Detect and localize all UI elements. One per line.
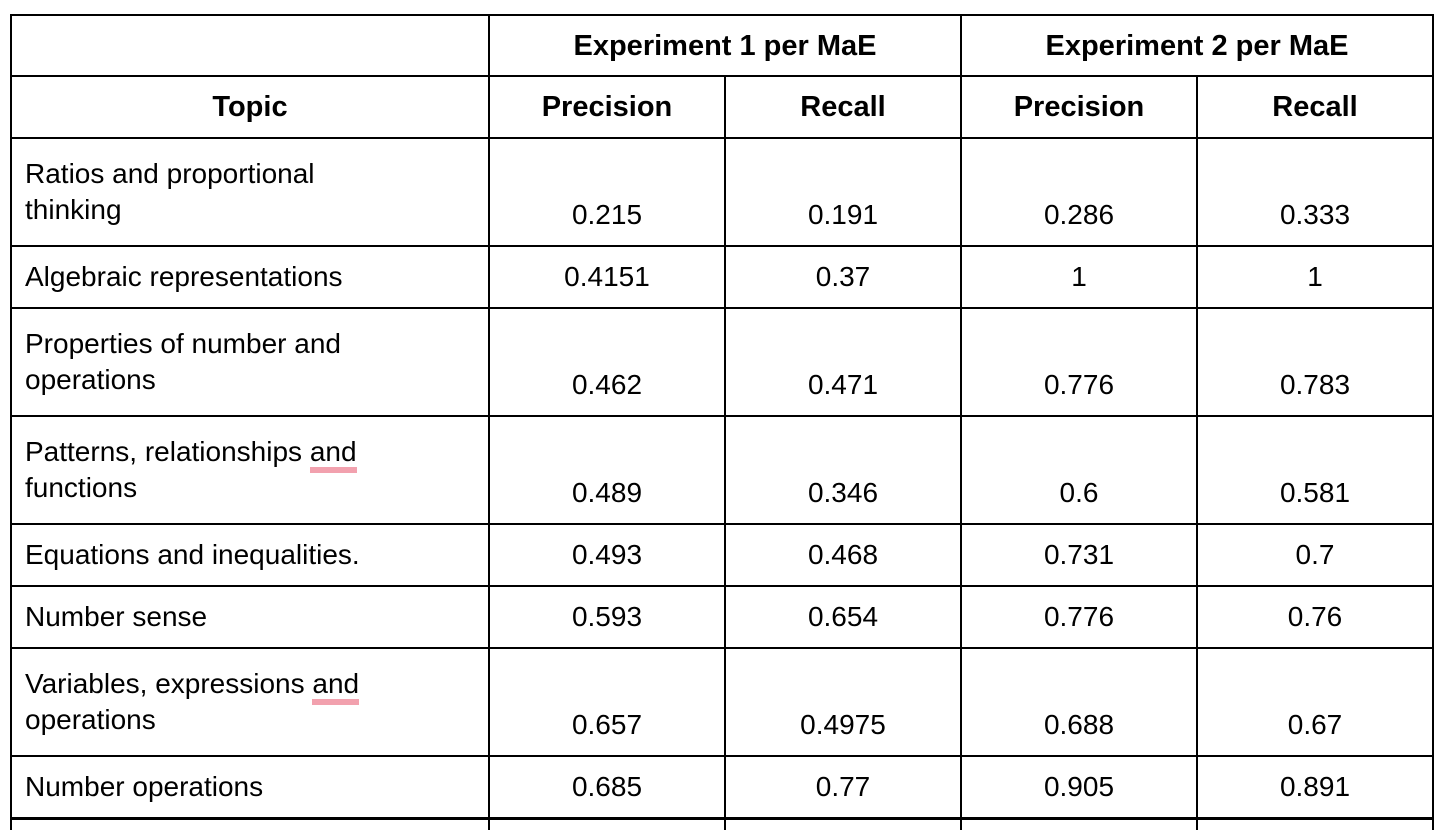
topic-text: Equations and inequalities. [25,539,360,570]
cutoff-cell [1196,816,1434,830]
value-cell: 0.776 [960,585,1198,649]
value-cell: 0.7 [1196,523,1434,587]
exp1-recall-header: Recall [724,75,962,139]
value-cell: 0.462 [488,307,726,417]
value-cell: 0.471 [724,307,962,417]
value-cell: 0.489 [488,415,726,525]
topic-text: operations [25,364,156,395]
value-cell: 0.215 [488,137,726,247]
value-cell: 0.891 [1196,755,1434,819]
value-cell: 1 [960,245,1198,309]
value-cell: 0.688 [960,647,1198,757]
value-cell: 0.493 [488,523,726,587]
value-cell: 0.783 [1196,307,1434,417]
topic-cell: Variables, expressions and operations [10,647,490,757]
value-cell: 0.4975 [724,647,962,757]
cutoff-cell [488,816,726,830]
value-cell: 0.77 [724,755,962,819]
exp1-precision-header: Precision [488,75,726,139]
header-columns-row: Topic Precision Recall Precision Recall [10,75,1434,139]
value-cell: 0.346 [724,415,962,525]
spellcheck-underlined-word: and [312,668,360,705]
table-row: Number operations 0.685 0.77 0.905 0.891 [10,755,1434,819]
corner-empty-cell [10,14,490,77]
value-cell: 0.4151 [488,245,726,309]
value-cell: 0.654 [724,585,962,649]
value-cell: 0.776 [960,307,1198,417]
value-cell: 0.67 [1196,647,1434,757]
exp2-recall-header: Recall [1196,75,1434,139]
topic-text: Algebraic representations [25,261,343,292]
value-cell: 0.286 [960,137,1198,247]
value-cell: 0.905 [960,755,1198,819]
value-cell: 0.6 [960,415,1198,525]
table-header: Experiment 1 per MaE Experiment 2 per Ma… [10,14,1434,139]
value-cell: 0.581 [1196,415,1434,525]
topic-text: thinking [25,194,122,225]
topic-text: Number sense [25,601,208,632]
exp2-precision-header: Precision [960,75,1198,139]
cutoff-cell [724,816,962,830]
topic-cell: Number sense [10,585,490,649]
value-cell: 0.731 [960,523,1198,587]
topic-cell: Ratios and proportional thinking [10,137,490,247]
value-cell: 0.468 [724,523,962,587]
table-row: Properties of number and operations 0.462 0… [10,307,1434,417]
cutoff-next-row [10,816,1434,830]
experiment-2-group-header: Experiment 2 per MaE [960,14,1434,77]
value-cell: 0.685 [488,755,726,819]
table-row: Equations and inequalities. 0.493 0.468 0.7… [10,523,1434,587]
results-table: Experiment 1 per MaE Experiment 2 per Ma… [10,14,1434,830]
topic-text: functions [25,472,138,503]
topic-text: Patterns, relationships [25,436,310,467]
value-cell: 0.191 [724,137,962,247]
topic-column-header: Topic [10,75,490,139]
topic-cell: Equations and inequalities. [10,523,490,587]
cutoff-cell [10,816,490,830]
value-cell: 0.657 [488,647,726,757]
topic-text: Number operations [25,770,264,802]
topic-text: Properties of number and [25,328,341,359]
spellcheck-underlined-word: and [309,436,357,473]
value-cell: 0.37 [724,245,962,309]
header-group-row: Experiment 1 per MaE Experiment 2 per Ma… [10,14,1434,77]
table-row: Variables, expressions and operations 0.65… [10,647,1434,757]
topic-cell: Properties of number and operations [10,307,490,417]
cutoff-cell [960,816,1198,830]
table-row: Ratios and proportional thinking 0.215 0.19… [10,137,1434,247]
topic-text: Ratios and proportional [25,158,315,189]
value-cell: 0.76 [1196,585,1434,649]
experiment-1-group-header: Experiment 1 per MaE [488,14,962,77]
table-row: Number sense 0.593 0.654 0.776 0.76 [10,585,1434,649]
topic-cell: Patterns, relationships and functions [10,415,490,525]
value-cell: 1 [1196,245,1434,309]
topic-text: Variables, expressions [25,668,313,699]
topic-text: operations [25,704,156,735]
value-cell: 0.333 [1196,137,1434,247]
cutoff-row [10,816,1434,830]
value-cell: 0.593 [488,585,726,649]
table-body: Ratios and proportional thinking 0.215 0.19… [10,137,1434,819]
table-row: Patterns, relationships and functions 0.48… [10,415,1434,525]
topic-cell: Number operations [10,755,490,819]
topic-cell: Algebraic representations [10,245,490,309]
table-row: Algebraic representations 0.4151 0.37 1 1 [10,245,1434,309]
